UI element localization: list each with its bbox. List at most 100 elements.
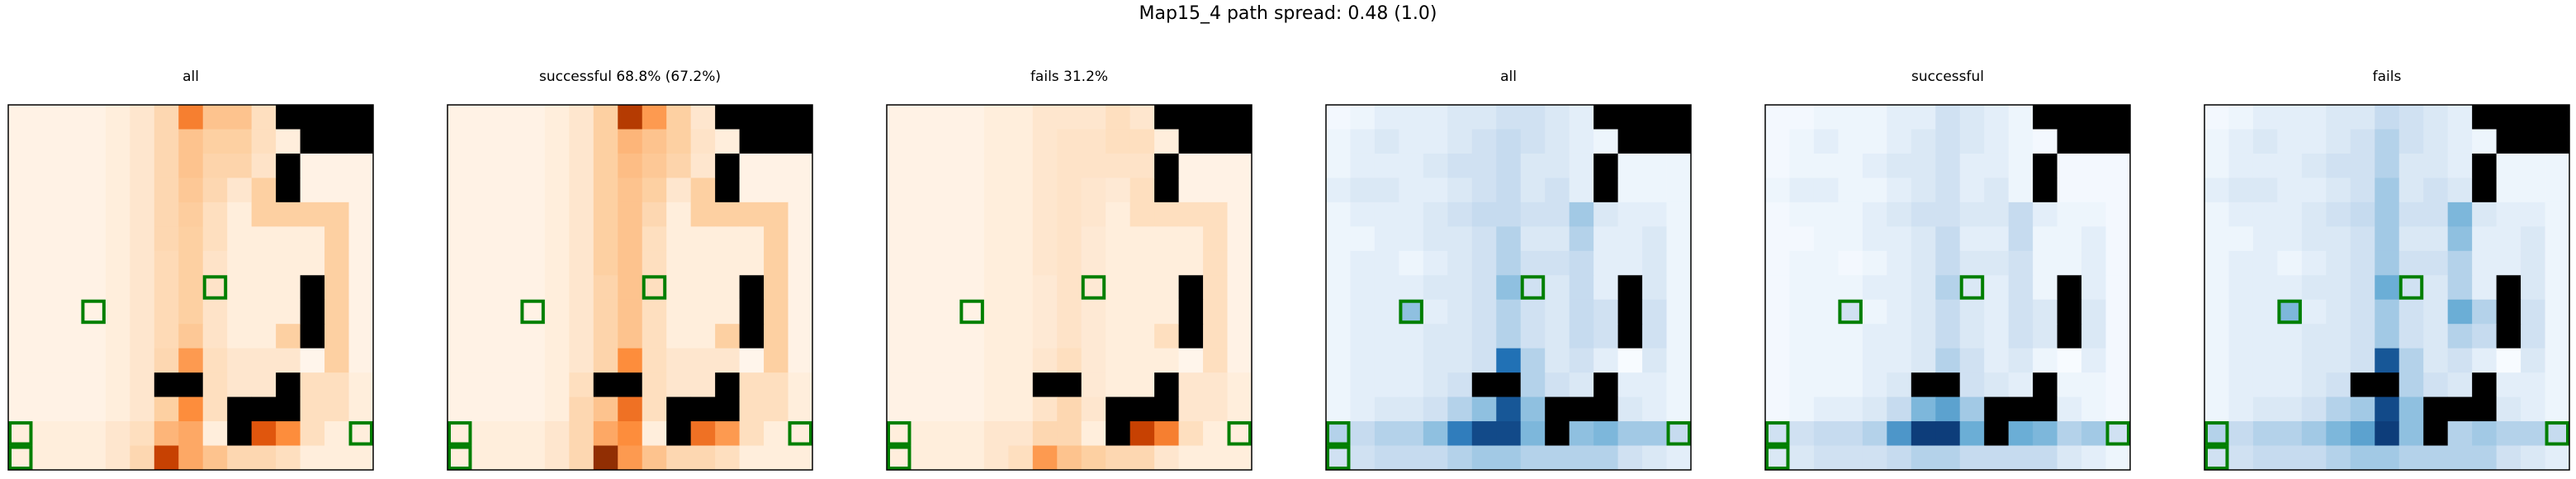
heatmap-cell <box>715 129 740 154</box>
wall-cell <box>2057 275 2082 301</box>
heatmap-cell <box>911 178 936 203</box>
heatmap-cell <box>2008 202 2034 227</box>
heatmap-cell <box>1374 178 1399 203</box>
heatmap-cell <box>1935 202 1961 227</box>
heatmap-cell <box>105 445 130 471</box>
heatmap-cell <box>2423 445 2449 471</box>
heatmap-cell <box>32 226 58 252</box>
heatmap-cell <box>1520 202 1546 227</box>
heatmap-cell <box>1057 299 1082 325</box>
heatmap-cell <box>1887 250 1912 276</box>
heatmap-cell <box>911 129 936 154</box>
heatmap-cell <box>1520 421 1546 446</box>
heatmap-cell <box>1789 129 1815 154</box>
heatmap-cell <box>1106 129 1131 154</box>
heatmap-cell <box>1862 445 1887 471</box>
heatmap-cell <box>764 421 788 446</box>
heatmap-cell <box>1617 445 1643 471</box>
heatmap-cell <box>1593 421 1618 446</box>
wall-cell <box>276 153 301 178</box>
heatmap-cell <box>300 348 325 373</box>
heatmap-cell <box>227 105 253 130</box>
heatmap-cell <box>1935 299 1961 325</box>
heatmap-cell <box>32 372 58 397</box>
heatmap-cell <box>1447 129 1473 154</box>
heatmap-cell <box>1642 372 1667 397</box>
heatmap-cell <box>887 421 912 446</box>
heatmap-cell <box>81 178 107 203</box>
heatmap-cell <box>251 226 277 252</box>
heatmap-cell <box>1447 202 1473 227</box>
heatmap-cell <box>2398 324 2424 349</box>
heatmap-cell <box>788 153 813 178</box>
heatmap-cell <box>788 348 813 373</box>
heatmap-cell <box>959 348 985 373</box>
heatmap-cell <box>887 250 912 276</box>
heatmap-cell <box>764 178 788 203</box>
heatmap-cell <box>1593 324 1618 349</box>
heatmap-cell <box>2301 178 2327 203</box>
heatmap-cell <box>1984 445 2010 471</box>
heatmap-cell <box>1813 445 1839 471</box>
heatmap-cell <box>690 372 716 397</box>
heatmap-cell <box>642 129 667 154</box>
heatmap-cell <box>8 372 33 397</box>
heatmap-cell <box>1789 372 1815 397</box>
wall-cell <box>1154 396 1179 422</box>
heatmap-cell <box>32 275 58 301</box>
heatmap-cell <box>569 226 594 252</box>
heatmap-cell <box>2008 372 2034 397</box>
heatmap-cell <box>1813 250 1839 276</box>
heatmap-cell <box>1447 178 1473 203</box>
heatmap-cell <box>1911 153 1936 178</box>
heatmap-cell <box>1374 299 1399 325</box>
heatmap-cell <box>324 226 349 252</box>
heatmap-cell <box>2252 105 2278 130</box>
heatmap-cell <box>2375 421 2400 446</box>
heatmap-panel-5: successful <box>1764 69 2131 471</box>
heatmap-cell <box>1765 421 1790 446</box>
heatmap-cell <box>1471 299 1497 325</box>
heatmap-cell <box>2008 324 2034 349</box>
heatmap-cell <box>2423 226 2449 252</box>
heatmap-cell <box>1887 178 1912 203</box>
panel-frame <box>886 104 1252 471</box>
heatmap-cell <box>618 153 643 178</box>
wall-cell <box>1227 105 1252 130</box>
heatmap-cell <box>1887 299 1912 325</box>
heatmap-cell <box>8 299 33 325</box>
wall-cell <box>1593 372 1618 397</box>
heatmap-cell <box>2277 324 2303 349</box>
heatmap-cell <box>1959 372 1985 397</box>
wall-cell <box>1666 105 1692 130</box>
heatmap-cell <box>1129 348 1155 373</box>
target-marker <box>788 421 813 446</box>
heatmap-cell <box>983 372 1009 397</box>
heatmap-cell <box>887 396 912 422</box>
heatmap-cell <box>1106 275 1131 301</box>
heatmap-cell <box>130 129 155 154</box>
heatmap-cell <box>324 396 349 422</box>
heatmap-cell <box>202 153 228 178</box>
heatmap-cell <box>178 348 204 373</box>
heatmap-cell <box>1447 348 1473 373</box>
heatmap-cell <box>178 275 204 301</box>
heatmap-cell <box>715 226 740 252</box>
heatmap-cell <box>471 226 497 252</box>
heatmap-cell <box>642 226 667 252</box>
heatmap-cell <box>1617 348 1643 373</box>
heatmap-cell <box>788 250 813 276</box>
heatmap-cell <box>544 275 570 301</box>
heatmap-cell <box>1008 226 1034 252</box>
heatmap-cell <box>2326 445 2351 471</box>
heatmap-cell <box>2033 250 2057 276</box>
heatmap-cell <box>202 396 228 422</box>
heatmap-cell <box>887 275 912 301</box>
wall-cell <box>2033 105 2057 130</box>
heatmap-cell <box>2204 129 2229 154</box>
heatmap-cell <box>2375 348 2400 373</box>
heatmap-cell <box>2228 226 2254 252</box>
heatmap-cell <box>1471 202 1497 227</box>
heatmap-cell <box>32 299 58 325</box>
heatmap-cell <box>105 153 130 178</box>
